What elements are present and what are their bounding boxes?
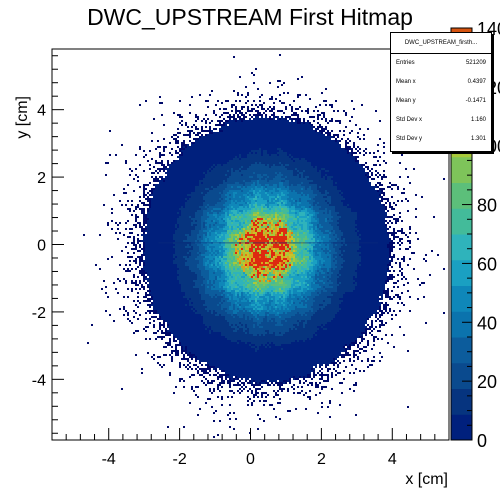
colorbar-segment — [451, 208, 472, 235]
stats-row: Mean x 0.4397 — [391, 73, 491, 92]
stats-title: DWC_UPSTREAM_firsth... — [391, 33, 491, 54]
x-tick-label: -2 — [172, 451, 186, 468]
colorbar-segment — [451, 388, 472, 415]
x-tick-label: -4 — [102, 451, 116, 468]
stats-value: 1.301 — [470, 136, 486, 142]
y-tick-label: -2 — [32, 305, 46, 322]
colorbar-tick-label: 20 — [477, 372, 497, 392]
y-axis-label: y [cm] — [14, 96, 31, 139]
y-tick-label: 4 — [37, 103, 46, 120]
colorbar-tick-label: 60 — [477, 254, 497, 274]
colorbar-segment — [451, 156, 472, 183]
stats-label: Mean x — [396, 79, 416, 85]
stats-value: 521209 — [465, 60, 486, 66]
axes: -4 -2 0 2 4 -4 -2 0 2 4 — [32, 55, 450, 468]
x-tick-label: 2 — [317, 451, 326, 468]
colorbar-segment — [451, 362, 472, 389]
x-tick-label: 0 — [246, 451, 255, 468]
colorbar-segment — [451, 234, 472, 261]
x-axis-label: x [cm] — [405, 471, 448, 488]
stats-label: Mean y — [396, 98, 416, 104]
y-tick-label: 2 — [37, 170, 46, 187]
stats-label: Std Dev x — [396, 117, 423, 123]
colorbar-tick-label: 80 — [477, 196, 497, 216]
stats-label: Std Dev y — [396, 136, 423, 142]
colorbar-tick-label: 40 — [477, 313, 497, 333]
colorbar-segment — [451, 285, 472, 312]
colorbar-tick-label: 0 — [477, 431, 487, 451]
y-tick-label: -4 — [32, 372, 46, 389]
colorbar-segment — [451, 182, 472, 209]
stats-box: DWC_UPSTREAM_firsth... Entries 521209 Mean… — [390, 32, 492, 152]
stats-row: Std Dev y 1.301 — [391, 130, 491, 149]
colorbar-segment — [451, 337, 472, 364]
colorbar-segment — [451, 311, 472, 338]
x-tick-label: 4 — [388, 451, 397, 468]
page-title: DWC_UPSTREAM First Hitmap — [87, 4, 413, 30]
colorbar-segment — [451, 259, 472, 286]
stats-row: Entries 521209 — [391, 54, 491, 73]
stats-label: Entries — [396, 60, 415, 66]
colorbar-segment — [451, 414, 472, 441]
stats-row: Mean y -0.1471 — [391, 92, 491, 111]
stats-value: 1.160 — [470, 117, 486, 123]
heatmap-cells — [83, 54, 445, 438]
y-tick-label: 0 — [37, 238, 46, 255]
stats-value: 0.4397 — [467, 79, 486, 85]
stats-value: -0.1471 — [465, 98, 486, 104]
stats-row: Std Dev x 1.160 — [391, 111, 491, 130]
